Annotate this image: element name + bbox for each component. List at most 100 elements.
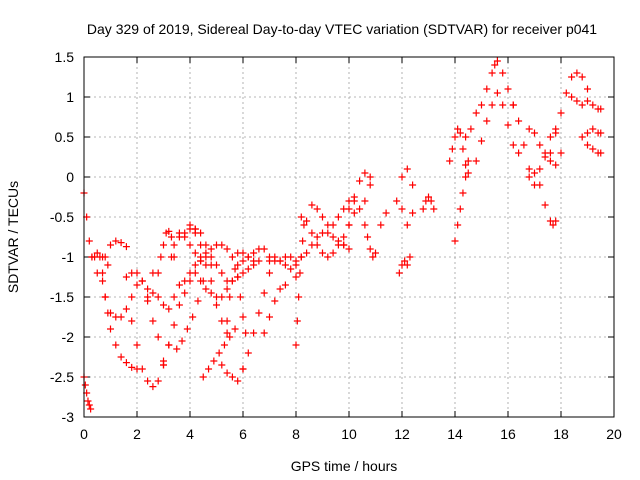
data-point [366,181,374,189]
data-point [250,257,258,265]
data-point [160,241,167,249]
data-point [133,281,141,289]
data-point [149,289,157,297]
data-point [319,213,326,221]
data-point [199,373,207,381]
data-point [87,405,95,413]
x-tick-label: 12 [394,426,410,442]
x-tick-label: 8 [292,426,300,442]
data-point [462,161,470,169]
data-point [173,345,181,353]
data-point [313,241,321,249]
data-point [276,285,284,293]
data-point [509,141,517,149]
data-point [170,293,178,301]
data-point [504,121,512,129]
data-point [104,261,112,269]
data-point [541,201,549,209]
data-point [296,269,304,277]
data-point [175,229,183,237]
data-point [218,361,226,369]
data-point [122,305,130,313]
data-point [260,289,268,297]
data-point [382,209,390,217]
data-point [295,293,303,301]
data-point [175,281,183,289]
data-point [562,89,570,97]
data-point [244,253,252,261]
data-point [220,341,228,349]
data-point [467,125,475,133]
data-point [223,245,231,253]
data-point [525,173,533,181]
y-tick-label: -2.5 [50,369,74,385]
data-point [117,313,125,321]
y-tick-label: 0.5 [55,129,75,145]
data-point [597,105,605,113]
data-point [509,101,517,109]
data-point [334,213,342,221]
data-point [292,341,300,349]
data-point [464,157,472,165]
data-point [183,325,191,333]
data-point [85,237,93,245]
data-point [99,269,107,277]
data-point [186,221,194,229]
data-point [117,353,125,361]
data-point [234,261,242,269]
data-point [319,249,326,257]
data-point [584,129,591,137]
data-point [403,261,411,269]
data-point [451,133,459,141]
data-point [361,197,369,205]
data-point [573,69,581,77]
data-point [446,157,454,165]
data-point [409,209,417,217]
data-point [456,205,464,213]
data-point [181,233,189,241]
data-point [255,309,263,317]
data-point [207,253,215,261]
data-point [356,177,364,185]
data-point [128,293,136,301]
tick-labels: 0 2 4 6 8 10 12 14 16 18 20 -3 -2.5 -2 -1.5 -1 -0.5 0 0.5 1… [50,49,622,442]
data-point [329,249,337,257]
data-point [99,277,107,285]
data-point [472,109,480,117]
data-point [531,169,538,177]
data-point [324,229,332,237]
data-point [297,253,305,261]
data-point [578,73,586,81]
data-point [366,173,374,181]
data-point [488,101,496,109]
data-point [584,85,591,93]
data-point [313,205,321,213]
data-point [454,125,462,133]
data-point [557,149,565,157]
data-point [568,73,576,81]
data-point [239,249,247,257]
data-point [228,253,236,261]
x-tick-label: 18 [553,426,569,442]
x-tick-label: 0 [80,426,88,442]
data-point [361,221,369,229]
data-point [276,257,284,265]
x-tick-label: 14 [447,426,463,442]
data-point [464,169,472,177]
data-point [398,173,406,181]
data-point [117,239,125,247]
grid-lines [84,57,614,417]
data-point [448,145,456,153]
data-point [128,363,136,371]
data-point [178,337,186,345]
data-point [308,201,316,209]
data-point [202,285,210,293]
data-point [303,249,311,257]
data-point [207,277,215,285]
data-point [154,377,162,385]
data-point [589,125,597,133]
data-point [149,317,157,325]
data-point [308,229,316,237]
data-point [191,269,199,277]
data-point [226,333,234,341]
